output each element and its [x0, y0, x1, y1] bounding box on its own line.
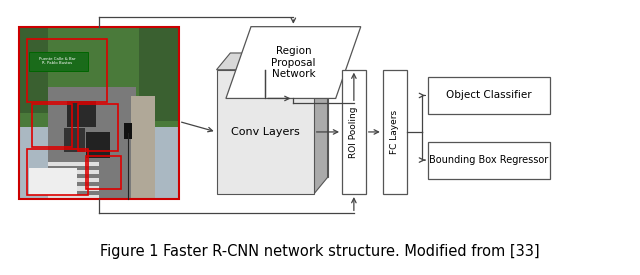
- Bar: [19, 27, 179, 126]
- Bar: [124, 123, 132, 139]
- Bar: [48, 87, 136, 199]
- Bar: [32, 104, 72, 147]
- Bar: [139, 27, 179, 122]
- Bar: [78, 104, 118, 151]
- Bar: [428, 77, 550, 114]
- Text: Conv Layers: Conv Layers: [231, 127, 300, 137]
- Bar: [29, 168, 77, 196]
- Bar: [48, 178, 99, 182]
- Bar: [86, 132, 110, 158]
- Bar: [48, 161, 99, 166]
- Text: Bounding Box Regressor: Bounding Box Regressor: [429, 155, 548, 165]
- Bar: [383, 70, 406, 194]
- Bar: [19, 27, 179, 199]
- Bar: [216, 70, 314, 194]
- Bar: [27, 149, 88, 196]
- Polygon shape: [216, 53, 328, 70]
- Bar: [48, 170, 99, 174]
- Bar: [86, 156, 122, 189]
- Text: ROI Pooling: ROI Pooling: [349, 106, 358, 158]
- Polygon shape: [230, 53, 328, 177]
- Bar: [19, 27, 179, 199]
- Bar: [19, 27, 48, 113]
- Bar: [428, 142, 550, 178]
- Bar: [64, 128, 84, 152]
- Polygon shape: [226, 27, 361, 98]
- Bar: [48, 195, 99, 199]
- Text: FC Layers: FC Layers: [390, 110, 399, 154]
- Polygon shape: [314, 53, 328, 194]
- Text: Puente Calle & Bar
R. Pablo Bustos: Puente Calle & Bar R. Pablo Bustos: [39, 57, 76, 65]
- Text: Figure 1 Faster R-CNN network structure. Modified from [33]: Figure 1 Faster R-CNN network structure.…: [100, 244, 540, 259]
- Bar: [67, 101, 96, 126]
- Bar: [27, 39, 107, 103]
- Bar: [48, 186, 99, 191]
- Bar: [342, 70, 366, 194]
- Text: Region
Proposal
Network: Region Proposal Network: [271, 46, 316, 79]
- Bar: [131, 96, 155, 199]
- Text: Object Classifier: Object Classifier: [446, 90, 532, 100]
- Bar: [29, 52, 88, 72]
